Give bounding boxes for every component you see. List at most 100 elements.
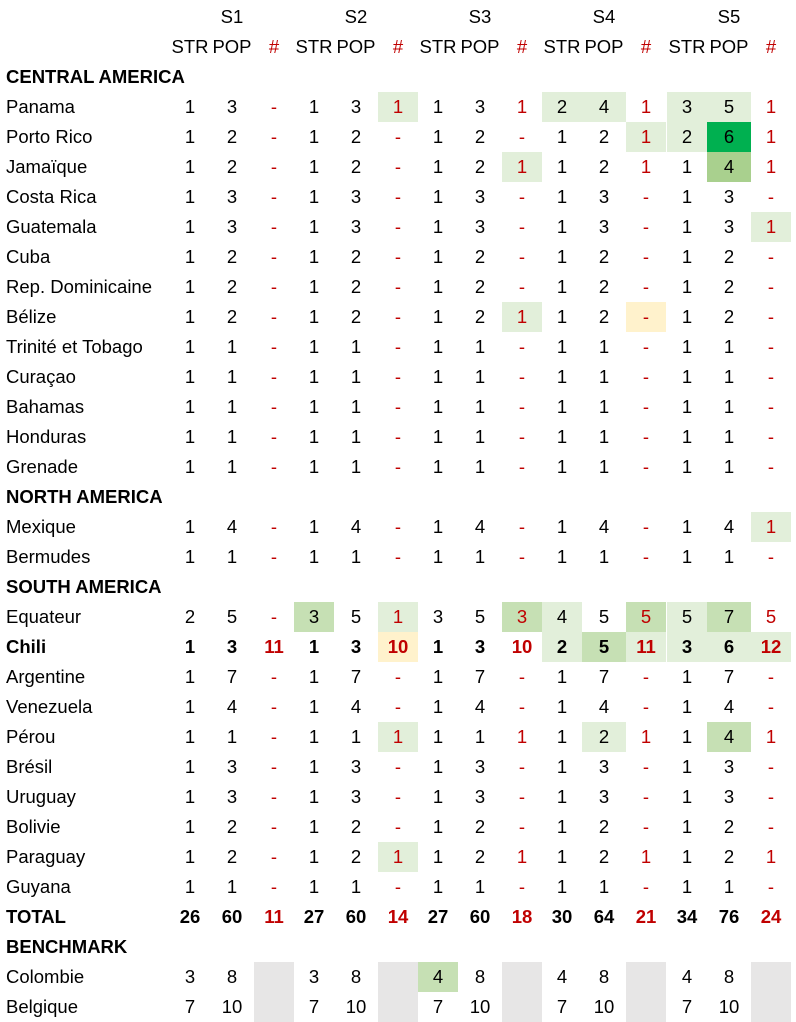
value-cell: 1 [184,186,196,207]
value-cell: 3 [474,186,486,207]
value-cell: 1 [681,156,693,177]
value-cell: 7 [707,602,751,632]
value-cell: - [767,336,775,357]
value-cell: 1 [432,546,444,567]
value-cell: 1 [765,96,777,117]
value-cell: 3 [598,756,610,777]
value-cell: - [767,756,775,777]
value-cell: - [394,666,402,687]
value-cell: 1 [474,366,486,387]
value-cell: 1 [308,96,320,117]
value-cell: 1 [723,456,735,477]
value-cell: 1 [474,336,486,357]
value-cell: - [642,816,650,837]
value-cell: - [270,666,278,687]
value-cell: 2 [226,126,238,147]
value-cell: - [394,816,402,837]
value-cell: 2 [542,632,582,662]
sprint-header-5: S5 [717,6,741,27]
total-cell: 64 [593,906,615,927]
country-label: Uruguay [6,786,76,807]
value-cell: 2 [474,276,486,297]
value-cell: 1 [723,426,735,447]
column-header-pop: POP [584,36,624,57]
value-cell: 2 [474,306,486,327]
value-cell: 1 [556,546,568,567]
value-cell: 4 [418,962,458,992]
value-cell: 3 [474,756,486,777]
value-cell: - [642,396,650,417]
value-cell: - [642,696,650,717]
value-cell: 4 [226,696,238,717]
value-cell: 2 [474,156,486,177]
value-cell: - [270,846,278,867]
value-cell: 6 [707,632,751,662]
value-cell: 2 [226,246,238,267]
value-cell: 3 [474,216,486,237]
value-cell: 1 [308,786,320,807]
value-cell: 5 [765,606,777,627]
country-label: Curaçao [6,366,76,387]
value-cell: 3 [723,786,735,807]
value-cell: - [642,336,650,357]
value-cell: 1 [184,756,196,777]
value-cell: 1 [308,396,320,417]
value-cell: - [270,186,278,207]
value-cell: 1 [765,126,777,147]
value-cell: 8 [350,966,362,987]
value-cell: 3 [350,216,362,237]
column-header-str: STR [171,36,209,57]
value-cell: 1 [681,186,693,207]
value-cell: 1 [556,276,568,297]
value-cell: 1 [184,726,196,747]
column-header-count: # [640,36,652,57]
value-cell: - [394,696,402,717]
country-label: Equateur [6,606,82,627]
value-cell: - [642,786,650,807]
value-cell: 2 [474,246,486,267]
value-cell: 1 [184,366,196,387]
value-cell: 4 [350,516,362,537]
value-cell: 5 [226,606,238,627]
value-cell: 4 [556,966,568,987]
value-cell: 1 [308,756,320,777]
value-cell: 4 [681,966,693,987]
section-header: NORTH AMERICA [6,486,163,507]
value-cell: - [642,186,650,207]
value-cell: 1 [432,126,444,147]
value-cell: 1 [432,336,444,357]
value-cell: - [270,516,278,537]
value-cell: - [642,426,650,447]
value-cell: 1 [184,846,196,867]
value-cell: - [518,696,526,717]
value-cell [751,992,791,1022]
value-cell: 1 [681,366,693,387]
value-cell: - [518,786,526,807]
value-cell: - [642,276,650,297]
value-cell: - [394,876,402,897]
value-cell: 1 [723,876,735,897]
value-cell: 1 [556,126,568,147]
value-cell: 1 [681,696,693,717]
value-cell: 10 [221,996,243,1017]
value-cell: 1 [432,216,444,237]
value-cell: 1 [308,366,320,387]
value-cell: 1 [681,846,693,867]
value-cell: 1 [681,876,693,897]
value-cell: 2 [598,846,610,867]
value-cell: 1 [184,396,196,417]
value-cell: 3 [294,602,334,632]
total-cell: 11 [264,906,284,927]
value-cell: 11 [626,632,666,662]
value-cell: - [767,426,775,447]
country-label: Argentine [6,666,86,687]
value-cell: 3 [226,756,238,777]
value-cell: - [518,756,526,777]
value-cell: 1 [556,876,568,897]
column-header-str: STR [668,36,706,57]
value-cell: - [642,246,650,267]
value-cell: - [518,216,526,237]
value-cell: - [394,216,402,237]
value-cell: - [394,156,402,177]
value-cell: 1 [432,786,444,807]
